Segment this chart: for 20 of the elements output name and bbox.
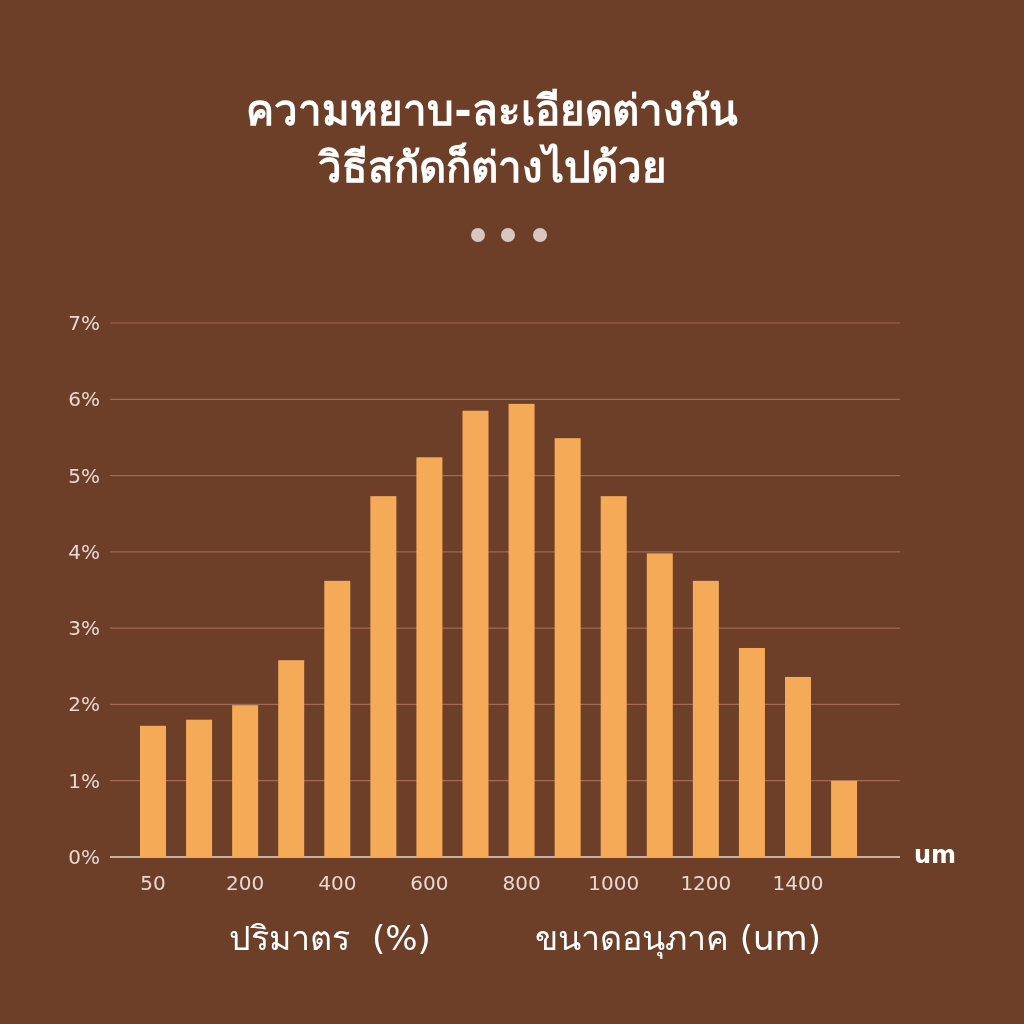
x-tick-label: 400 [318, 871, 357, 895]
x-tick-label: 50 [140, 871, 166, 895]
x-tick-label: 800 [502, 871, 541, 895]
x-tick-label: 1200 [680, 871, 732, 895]
y-tick-label: 1% [68, 768, 100, 793]
x-tick-label: 200 [226, 871, 265, 895]
y-tick-label: 5% [68, 463, 100, 488]
x-tick-label: 600 [410, 871, 449, 895]
y-tick-label: 6% [68, 387, 100, 412]
y-tick-label: 2% [68, 692, 100, 717]
text: ปริมาตร (%) [229, 918, 431, 958]
x-axis-title: um [913, 841, 957, 869]
y-tick-label: 3% [68, 616, 100, 641]
y-tick-label: 7% [68, 311, 100, 335]
x-tick-label: 1400 [772, 871, 824, 895]
x-tick-label: 1000 [588, 871, 640, 895]
text: ขนาดอนุภาค (um) [534, 918, 822, 959]
y-tick-label: 0% [68, 845, 100, 869]
title: ความหยาบ-ละเอียดต่างกัน วิธีสกัดก็ต่างไปด้วย [246, 86, 738, 192]
y-tick-label: 4% [68, 539, 100, 564]
